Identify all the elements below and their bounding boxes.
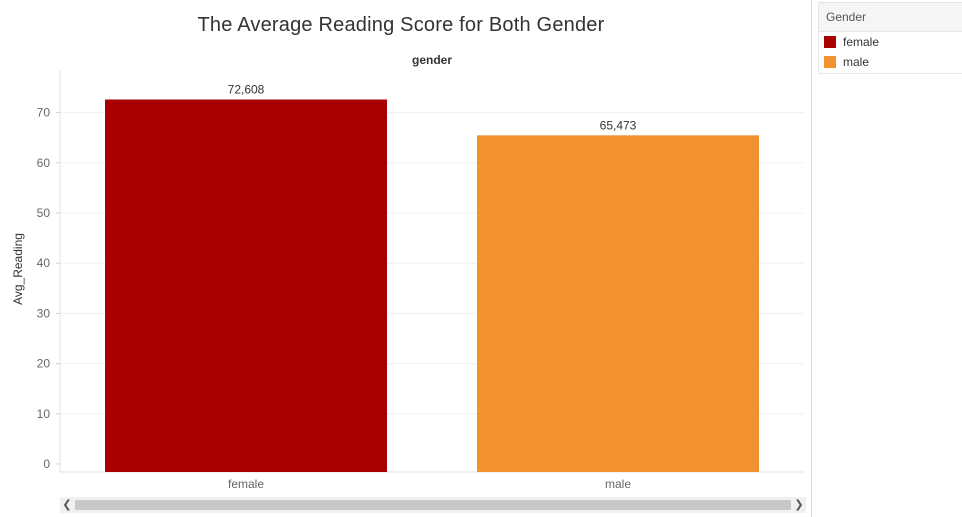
- y-tick-label: 10: [37, 407, 51, 421]
- panel-divider: [811, 0, 812, 517]
- data-label-male: 65,473: [600, 118, 637, 132]
- legend-swatch-male: [824, 56, 836, 68]
- y-tick-label: 30: [37, 306, 51, 320]
- y-tick-label: 70: [37, 106, 51, 120]
- y-tick-label: 60: [37, 156, 51, 170]
- horizontal-scrollbar[interactable]: ❮ ❯: [60, 497, 806, 513]
- y-tick-label: 50: [37, 206, 51, 220]
- column-header: gender: [411, 53, 452, 67]
- legend-title: Gender: [819, 3, 962, 32]
- bar-male: [477, 135, 759, 472]
- y-tick-label: 20: [37, 357, 51, 371]
- legend-item-male[interactable]: male: [819, 52, 962, 72]
- legend-swatch-female: [824, 36, 836, 48]
- y-tick-label: 0: [43, 457, 50, 471]
- x-tick-label-female: female: [228, 477, 264, 491]
- scroll-right-arrow-icon[interactable]: ❯: [794, 499, 804, 511]
- scroll-left-arrow-icon[interactable]: ❮: [62, 499, 72, 511]
- bar-chart-plot: 0 10 20 30 40 50 60 70 72,608 female 65,473 male: [37, 70, 804, 491]
- data-label-female: 72,608: [228, 83, 265, 97]
- y-tick-label: 40: [37, 256, 51, 270]
- bar-female: [105, 99, 387, 472]
- legend-label: male: [843, 55, 870, 69]
- legend-panel: Gender female male: [818, 2, 962, 74]
- chart-title: The Average Reading Score for Both Gende…: [197, 14, 605, 36]
- scrollbar-thumb[interactable]: [75, 500, 791, 510]
- legend-item-female[interactable]: female: [819, 32, 962, 52]
- legend-label: female: [843, 35, 880, 49]
- x-tick-label-male: male: [605, 477, 631, 491]
- chart-area: The Average Reading Score for Both Gende…: [11, 14, 806, 513]
